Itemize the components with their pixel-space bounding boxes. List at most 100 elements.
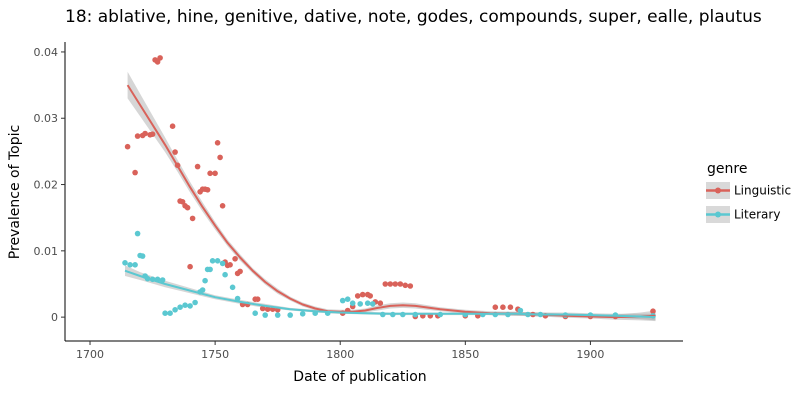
point-literary-37 [344, 296, 351, 303]
point-literary-19 [199, 287, 206, 293]
point-linguistic-49 [367, 293, 374, 299]
point-literary-3 [134, 230, 141, 237]
point-linguistic-56 [402, 282, 409, 289]
point-linguistic-51 [377, 300, 384, 307]
legend-label-literary: Literary [734, 208, 780, 222]
point-linguistic-16 [184, 204, 191, 211]
point-linguistic-39 [259, 305, 266, 312]
confidence-band-literary [125, 265, 656, 321]
point-linguistic-64 [492, 304, 499, 311]
point-linguistic-46 [354, 293, 361, 299]
legend-key-linguistic-point [715, 187, 721, 194]
trend-line-literary [124, 269, 656, 319]
y-tick-label-3: 0.03 [34, 112, 59, 125]
point-literary-31 [274, 312, 281, 318]
trend-lines [124, 84, 656, 319]
point-linguistic-9 [157, 55, 163, 61]
point-linguistic-31 [227, 262, 233, 268]
x-axis-title: Date of publication [293, 369, 426, 385]
point-linguistic-65 [500, 304, 506, 311]
point-literary-30 [262, 312, 269, 318]
point-linguistic-8 [154, 59, 161, 65]
legend-item-literary: Literary [706, 206, 780, 223]
point-literary-26 [222, 271, 228, 278]
point-literary-13 [172, 307, 178, 313]
y-tick-label-2: 0.02 [34, 179, 59, 192]
point-linguistic-14 [179, 199, 186, 205]
point-linguistic-1 [132, 169, 138, 176]
point-linguistic-73 [650, 308, 656, 315]
point-linguistic-52 [382, 281, 389, 287]
point-linguistic-53 [387, 281, 394, 287]
point-literary-25 [219, 260, 226, 267]
point-linguistic-26 [214, 140, 221, 146]
point-literary-15 [182, 302, 188, 309]
point-literary-33 [299, 311, 306, 317]
point-linguistic-4 [142, 130, 148, 137]
point-linguistic-18 [189, 215, 196, 222]
legend-key-literary-point [715, 211, 721, 218]
x-tick-label-1900: 1900 [576, 348, 604, 361]
point-literary-0 [122, 260, 128, 266]
confidence-bands [125, 71, 656, 322]
point-literary-39 [357, 301, 364, 307]
point-literary-32 [287, 312, 294, 318]
point-literary-2 [132, 262, 138, 268]
y-tick-label-1: 0.01 [34, 245, 59, 258]
point-linguistic-28 [219, 203, 226, 209]
point-literary-1 [127, 262, 133, 268]
point-linguistic-17 [187, 263, 193, 270]
chart-title: 18: ablative, hine, genitive, dative, no… [65, 7, 762, 27]
point-linguistic-25 [212, 170, 218, 177]
y-ticks: 0 0.01 0.02 0.03 0.04 [34, 46, 65, 324]
x-tick-label-1750: 1750 [201, 348, 229, 361]
point-linguistic-27 [217, 154, 223, 161]
point-linguistic-19 [194, 163, 201, 170]
point-literary-51 [517, 307, 524, 314]
point-linguistic-0 [124, 143, 131, 150]
point-linguistic-6 [149, 131, 156, 137]
point-literary-38 [349, 300, 356, 307]
point-literary-17 [192, 299, 198, 306]
legend-item-linguistic: Linguistic [706, 182, 791, 199]
point-literary-23 [209, 258, 216, 264]
y-tick-label-4: 0.04 [34, 46, 59, 59]
point-literary-24 [214, 258, 221, 264]
plot-area [122, 55, 656, 322]
point-linguistic-34 [237, 268, 243, 275]
y-tick-label-0: 0 [51, 311, 58, 324]
data-points [122, 55, 656, 320]
point-literary-40 [364, 300, 371, 307]
point-literary-10 [159, 277, 166, 283]
point-linguistic-10 [169, 123, 176, 129]
legend: genre Linguistic Literary [706, 161, 791, 223]
x-tick-label-1850: 1850 [451, 348, 479, 361]
point-linguistic-2 [134, 133, 141, 139]
point-literary-29 [252, 310, 258, 317]
point-literary-28 [234, 295, 241, 302]
point-literary-12 [167, 310, 173, 317]
legend-label-linguistic: Linguistic [734, 184, 791, 198]
point-linguistic-57 [407, 283, 414, 289]
x-tick-label-1700: 1700 [76, 348, 104, 361]
legend-title: genre [707, 161, 747, 177]
x-tick-label-1800: 1800 [326, 348, 354, 361]
point-literary-22 [207, 266, 213, 273]
point-literary-20 [202, 277, 208, 284]
point-literary-16 [187, 303, 193, 309]
point-linguistic-66 [507, 304, 514, 311]
point-literary-5 [139, 253, 146, 259]
point-literary-36 [339, 297, 346, 304]
point-linguistic-55 [397, 281, 404, 287]
point-literary-11 [162, 310, 168, 317]
point-literary-41 [369, 301, 376, 307]
point-linguistic-47 [359, 291, 366, 298]
point-linguistic-11 [172, 149, 178, 155]
point-linguistic-40 [264, 306, 271, 313]
y-axis-title: Prevalence of Topic [7, 125, 23, 259]
x-ticks: 1700 1750 1800 1850 1900 [76, 341, 604, 361]
point-linguistic-23 [204, 187, 211, 193]
axes: 1700 1750 1800 1850 1900 0 0.01 0.02 0.03 0.04 [34, 42, 683, 361]
point-linguistic-32 [232, 255, 238, 262]
